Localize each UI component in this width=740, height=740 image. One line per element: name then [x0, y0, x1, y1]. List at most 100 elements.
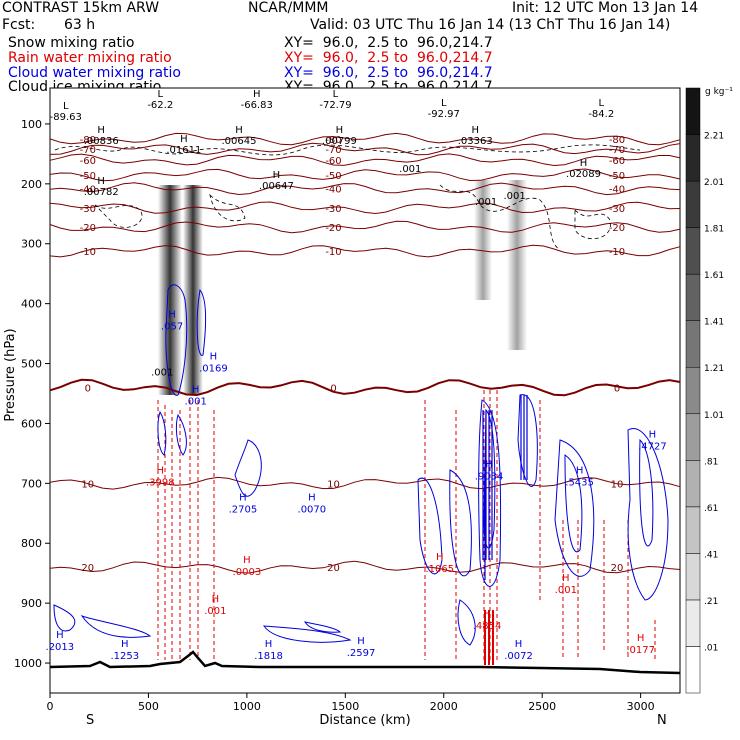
temperature-label: -30: [609, 204, 625, 215]
temperature-label: -80: [609, 135, 625, 146]
cw-contour-5: [234, 439, 262, 497]
extremum-value: .00647: [259, 181, 294, 192]
cw-contour-19: [457, 599, 476, 646]
y-tick-label: 900: [21, 597, 42, 610]
cloud-water-marker: H: [192, 384, 200, 395]
terrain-line: [49, 650, 681, 675]
rain-marker: H: [243, 555, 251, 566]
temperature-label: -80: [325, 135, 341, 146]
temperature-label: 0: [85, 384, 91, 395]
x-tick-label: 1500: [331, 700, 359, 713]
field-xy-snow: XY= 96.0, 2.5 to 96.0,214.7: [284, 35, 493, 51]
temperature-label: -70: [609, 145, 625, 156]
cloud-water-value: .057: [161, 322, 183, 333]
cw-contour-8: [262, 625, 352, 643]
extremum-value: .00645: [222, 136, 257, 147]
cloud-water-value: .4727: [638, 441, 667, 452]
forecast-label: Fcst:: [2, 17, 36, 33]
temperature-contour: [49, 201, 681, 215]
rain-marker: H: [436, 552, 444, 563]
colorbar-units: g kg⁻¹: [705, 87, 733, 97]
colorbar-swatch: [685, 227, 701, 275]
cloud-water-marker: H: [576, 465, 584, 476]
colorbar-swatch: [685, 87, 701, 135]
temperature-label: 20: [611, 563, 624, 574]
cloud-water-value: .2013: [46, 642, 75, 653]
y-tick-label: 100: [21, 118, 42, 131]
colorbar-swatch: [685, 506, 701, 554]
cloud-water-marker: H: [515, 639, 523, 650]
x-tick-label: 500: [138, 700, 159, 713]
y-tick-label: 600: [21, 417, 42, 430]
x-tick-label: 0: [47, 700, 54, 713]
temperature-contour: [49, 560, 681, 574]
y-tick-label: 200: [21, 178, 42, 191]
temperature-label: -50: [609, 171, 625, 182]
temperature-label: -20: [325, 223, 341, 234]
model-title: CONTRAST 15km ARW: [2, 0, 160, 16]
rain-value: .0177: [626, 645, 655, 656]
rain-marker: H: [156, 465, 164, 476]
field-xy-cloud-water: XY= 96.0, 2.5 to 96.0,214.7: [284, 65, 493, 81]
colorbar-swatch: [685, 553, 701, 601]
extremum-value: .01611: [166, 145, 201, 156]
cloud-water-marker: H: [56, 630, 64, 641]
ice-contours: [54, 144, 641, 251]
temperature-label: -60: [325, 156, 341, 167]
colorbar-swatch: [685, 366, 701, 415]
temperature-label: -70: [325, 145, 341, 156]
extremum-marker: H: [97, 176, 105, 187]
cw-contour-17: [627, 428, 669, 601]
cloud-water-value: .5435: [565, 477, 594, 488]
rain-value: .1065: [425, 564, 454, 575]
cloud-water-core: [482, 395, 528, 580]
extremum-value: -89.63: [50, 112, 82, 123]
field-name-cloud-water: Cloud water mixing ratio: [8, 65, 181, 81]
init-time: Init: 12 UTC Mon 13 Jan 14: [512, 0, 699, 16]
extrema-labels: L-62.2H-66.83L-72.79 L-92.97L-84.2L-89.63…: [50, 89, 615, 198]
temperature-contour: [49, 476, 681, 490]
colorbar-swatch: [685, 413, 701, 461]
cloud-water-marker: H: [239, 492, 247, 503]
temperature-label: -10: [609, 247, 625, 258]
colorbar-label: .81: [704, 457, 718, 467]
field-name-rain: Rain water mixing ratio: [8, 50, 172, 66]
rain-core: [484, 610, 494, 665]
ice-contour-right2: [574, 209, 611, 239]
colorbar-swatch: [685, 180, 701, 228]
ice-contour-upper: [54, 144, 641, 156]
temperature-contour: [49, 132, 681, 146]
cloud-water-value: .001: [185, 396, 207, 407]
extremum-marker: H: [471, 125, 479, 136]
cloud-water-marker: H: [485, 459, 493, 470]
rain-value: .0003: [233, 567, 262, 578]
colorbar-swatch: [685, 599, 701, 647]
extremum-value: -92.97: [428, 109, 460, 120]
temperature-label: 20: [81, 563, 94, 574]
extremum-value: .00799: [322, 136, 357, 147]
temperature-contour: [49, 153, 681, 167]
cloud-water-value: .2705: [229, 504, 258, 515]
extremum-value: .03363: [458, 136, 493, 147]
temperature-label: -50: [325, 171, 341, 182]
colorbar-label: 1.21: [704, 364, 724, 374]
rain-value: .3998: [146, 477, 175, 488]
extremum-marker: L: [333, 89, 339, 100]
extremum-marker: H: [273, 170, 281, 181]
colorbar-label: 1.01: [704, 411, 724, 421]
temperature-contour: [49, 182, 681, 196]
ice-contour-mid: [94, 204, 143, 228]
x-axis: 0 500 1000 1500 2000 2500 3000: [47, 693, 655, 713]
y-axis: 100 200 300 400 500 600 700 800 900 1000: [14, 118, 50, 670]
y-tick-label: 800: [21, 537, 42, 550]
extremum-marker: H: [253, 89, 261, 100]
temperature-contours: -80 -80 -80-70 -70 -70-60 -60 -60-50 -50 -50-40-…: [49, 132, 681, 574]
cloud-water-marker: H: [210, 352, 218, 363]
temperature-contour: [49, 378, 681, 397]
cw-contour-18: [639, 438, 654, 547]
ice-contour-mid2: [209, 193, 246, 222]
x-tick-label: 2500: [528, 700, 556, 713]
cloud-water-marker: H: [121, 639, 129, 650]
